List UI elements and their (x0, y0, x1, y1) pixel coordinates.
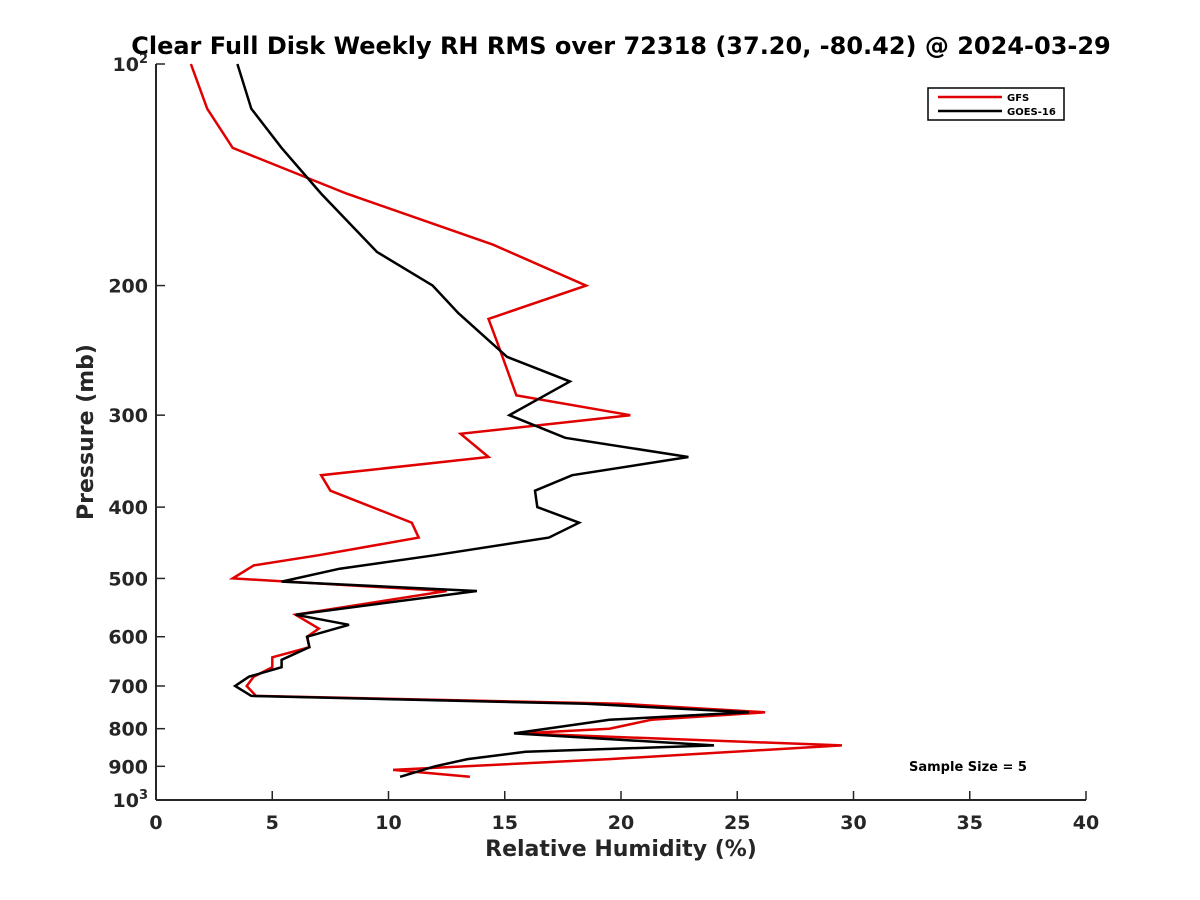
y-tick-label: 500 (108, 568, 148, 590)
x-tick-label: 20 (608, 812, 634, 834)
y-tick-label: 102 (113, 52, 149, 76)
legend: GFS GOES-16 (927, 87, 1065, 121)
y-tick-label: 103 (113, 788, 149, 812)
x-tick-label: 40 (1073, 812, 1099, 834)
legend-box (927, 87, 1065, 121)
x-axis-ticks: 0 5 10 15 20 25 30 35 40 (149, 791, 1099, 834)
sample-size-annotation: Sample Size = 5 (909, 760, 1027, 775)
x-tick-label: 25 (724, 812, 750, 834)
legend-label-goes16: GOES-16 (1007, 107, 1056, 118)
x-tick-label: 10 (375, 812, 401, 834)
y-tick-label: 400 (108, 497, 148, 519)
x-tick-label: 35 (957, 812, 983, 834)
x-tick-label: 15 (492, 812, 518, 834)
y-axis-ticks: 102 200 300 400 500 600 700 800 900 103 (108, 52, 165, 812)
y-axis-label: Pressure (mb) (74, 344, 99, 520)
y-tick-label: 700 (108, 676, 148, 698)
y-tick-label: 200 (108, 276, 148, 298)
chart-title: Clear Full Disk Weekly RH RMS over 72318… (131, 32, 1111, 60)
y-tick-label: 800 (108, 719, 148, 741)
y-tick-label: 600 (108, 627, 148, 649)
y-tick-label: 900 (108, 756, 148, 778)
series-line-goes16 (232, 63, 749, 778)
x-axis-label: Relative Humidity (%) (485, 837, 757, 862)
legend-label-gfs: GFS (1007, 93, 1029, 104)
x-tick-label: 5 (266, 812, 279, 834)
x-tick-label: 0 (149, 812, 162, 834)
plot-area (189, 63, 842, 779)
x-tick-label: 30 (840, 812, 866, 834)
y-tick-label: 300 (108, 405, 148, 427)
